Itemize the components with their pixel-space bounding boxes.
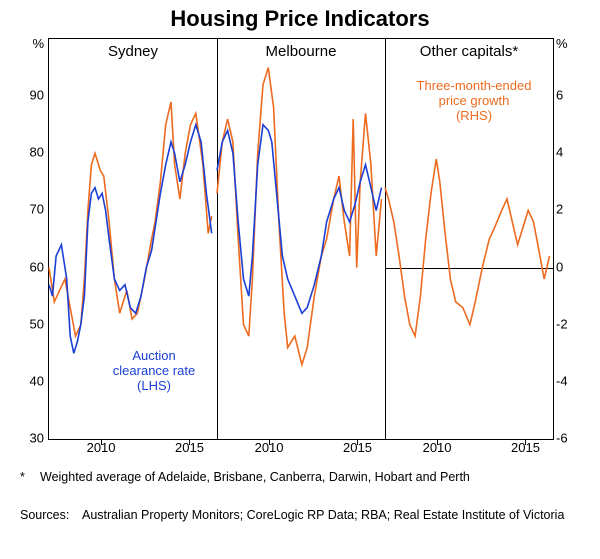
- y-tick-right: 2: [556, 202, 563, 217]
- y-tick-right: 6: [556, 88, 563, 103]
- y-tick-right: 0: [556, 259, 563, 274]
- price-annotation: Three-month-endedprice growth(RHS): [399, 79, 549, 124]
- other-price-line: [385, 159, 550, 336]
- y-tick-right: -6: [556, 431, 568, 446]
- footnote-star-label: *: [20, 470, 25, 484]
- y-tick-right: -2: [556, 316, 568, 331]
- melbourne-price-line: [217, 68, 382, 365]
- sydney-auction-line: [49, 125, 212, 354]
- y-tick-left: 70: [30, 202, 44, 217]
- sources-label: Sources:: [20, 508, 80, 524]
- y-tick-right: 4: [556, 145, 563, 160]
- footnote-star-text: Weighted average of Adelaide, Brisbane, …: [40, 470, 570, 486]
- plot-area: SydneyMelbourneOther capitals*Auctioncle…: [48, 38, 554, 440]
- y-axis-right: % -6-4-20246: [552, 38, 600, 438]
- left-unit: %: [32, 36, 44, 51]
- y-tick-left: 50: [30, 316, 44, 331]
- x-axis: 201020152010201520102015: [48, 440, 552, 460]
- y-tick-right: -4: [556, 373, 568, 388]
- sydney-price-line: [49, 102, 212, 336]
- chart-container: Housing Price Indicators % 3040506070809…: [0, 0, 600, 559]
- right-unit: %: [556, 36, 568, 51]
- y-tick-left: 30: [30, 431, 44, 446]
- y-tick-left: 80: [30, 145, 44, 160]
- auction-annotation: Auctionclearance rate(LHS): [99, 349, 209, 394]
- y-tick-left: 40: [30, 373, 44, 388]
- y-tick-left: 60: [30, 259, 44, 274]
- y-tick-left: 90: [30, 88, 44, 103]
- chart-title: Housing Price Indicators: [0, 0, 600, 32]
- sources-text: Australian Property Monitors; CoreLogic …: [82, 508, 582, 524]
- y-axis-left: % 30405060708090: [0, 38, 48, 438]
